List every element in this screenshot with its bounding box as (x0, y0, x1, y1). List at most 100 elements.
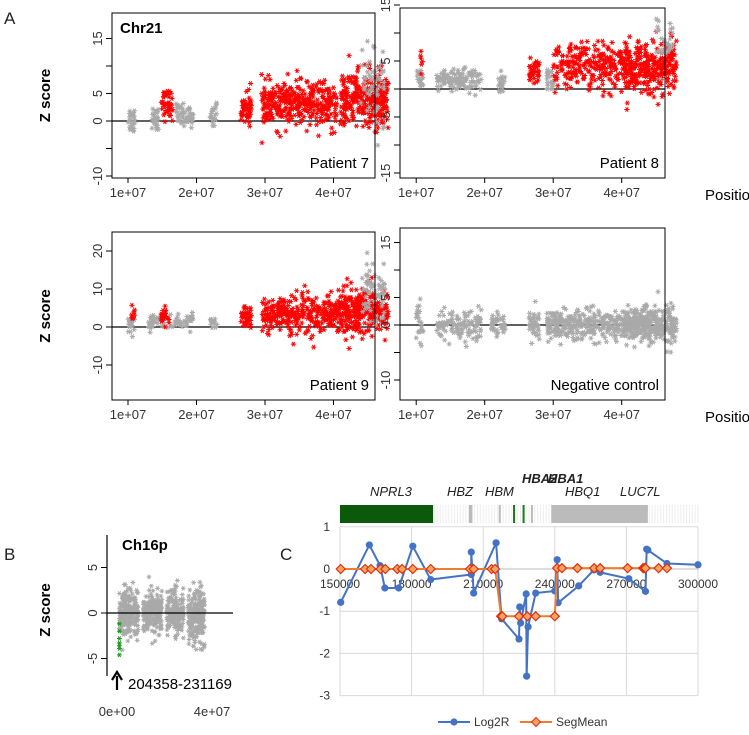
log2r-point (395, 584, 403, 592)
y-axis-label: Z score (37, 69, 54, 122)
data-point (354, 68, 361, 74)
data-point (548, 73, 554, 79)
data-point (261, 85, 267, 91)
data-point (413, 335, 419, 341)
y-tick-label: -2 (319, 646, 330, 660)
data-point (131, 327, 137, 333)
data-point (414, 68, 420, 74)
data-point (307, 93, 313, 99)
data-point (287, 113, 293, 119)
data-point (247, 123, 253, 129)
data-point (384, 109, 391, 115)
data-point (332, 110, 338, 116)
x-tick-label: 1e+07 (110, 185, 147, 200)
data-point (600, 93, 606, 99)
panel-label-c: C (280, 545, 292, 564)
data-point (161, 112, 167, 118)
data-point (158, 99, 164, 105)
data-point (129, 111, 135, 117)
data-point (625, 302, 631, 308)
data-point (290, 341, 296, 347)
data-point (578, 39, 585, 45)
data-point (178, 120, 184, 126)
data-point (332, 114, 338, 120)
gene-hbq1 (530, 505, 533, 523)
data-point (361, 86, 367, 92)
data-point (612, 308, 618, 314)
data-point (162, 303, 168, 309)
data-point (125, 638, 131, 644)
data-point (533, 60, 540, 66)
data-point (544, 67, 551, 73)
data-point (330, 85, 337, 91)
data-point (162, 119, 168, 125)
data-point (302, 107, 308, 113)
data-point (180, 101, 186, 107)
data-point (418, 55, 424, 61)
legend-log2r-label: Log2R (474, 715, 510, 729)
log2r-point (522, 590, 530, 598)
log2r-point (575, 582, 583, 590)
legend-segmean-label: SegMean (556, 715, 607, 729)
data-point (164, 88, 170, 94)
data-point (348, 280, 354, 286)
data-point (569, 53, 575, 59)
data-point (529, 340, 535, 346)
data-point (187, 587, 193, 593)
data-point (667, 21, 673, 27)
y-tick-label: -5 (85, 653, 100, 665)
data-point (418, 71, 424, 77)
log2r-point (516, 603, 524, 611)
x-tick-label: 4e+07 (315, 185, 352, 200)
x-tick-label: 4e+07 (603, 407, 640, 422)
data-point (313, 115, 319, 121)
data-point (381, 105, 387, 111)
data-point (531, 66, 537, 72)
data-point (599, 38, 606, 44)
data-point (159, 106, 165, 112)
data-point (314, 110, 320, 116)
data-point (355, 93, 361, 99)
data-point (148, 583, 154, 589)
data-point (282, 82, 288, 88)
data-point (349, 74, 355, 80)
data-point (168, 90, 174, 96)
gene-label: HBM (485, 484, 514, 499)
data-point (473, 83, 479, 89)
segmean-point (549, 610, 561, 622)
y-tick-label: -5 (378, 111, 393, 123)
data-point (299, 91, 305, 97)
data-point (314, 97, 321, 103)
sample-label: Patient 8 (600, 155, 659, 172)
data-point (320, 93, 326, 99)
data-point (191, 580, 197, 585)
data-point (262, 104, 268, 110)
data-point (359, 336, 365, 342)
data-point (294, 68, 300, 74)
y-tick-label: 5 (90, 90, 105, 97)
data-point (304, 79, 310, 85)
data-point (173, 108, 180, 114)
data-point (151, 119, 158, 125)
data-point (366, 104, 372, 110)
data-point (146, 587, 152, 593)
data-point (186, 593, 192, 599)
x-tick-label: 2e+07 (178, 185, 215, 200)
data-point (367, 268, 373, 274)
data-point (189, 111, 195, 117)
log2r-point (551, 587, 559, 595)
data-point (314, 81, 320, 87)
data-point (624, 100, 630, 106)
log2r-point (427, 575, 435, 584)
data-point (368, 74, 374, 80)
data-point (369, 69, 375, 75)
log2r-point (515, 635, 523, 643)
data-point (331, 90, 337, 96)
data-point (355, 65, 361, 71)
x-tick-label: 0e+00 (99, 704, 136, 719)
data-point (564, 53, 570, 59)
y-tick-label: -10 (90, 167, 105, 186)
data-point (283, 113, 289, 119)
data-point (311, 107, 317, 113)
data-point (360, 123, 366, 129)
